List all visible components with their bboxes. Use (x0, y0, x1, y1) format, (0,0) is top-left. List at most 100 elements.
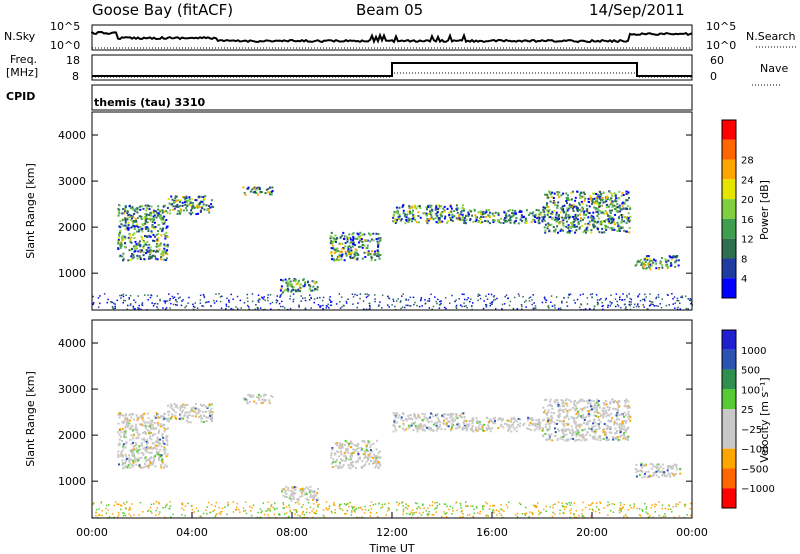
range-cell (122, 511, 124, 514)
range-cell (615, 430, 618, 433)
range-cell (533, 504, 535, 506)
range-cell (508, 501, 510, 503)
range-cell (365, 296, 368, 299)
range-cell (180, 417, 183, 419)
range-cell (232, 298, 234, 300)
range-cell (133, 213, 136, 215)
range-cell (607, 205, 610, 208)
range-cell (604, 412, 606, 415)
range-cell (302, 504, 304, 506)
range-cell (153, 433, 156, 436)
range-cell (573, 400, 576, 403)
range-cell (265, 188, 268, 191)
freq-line (92, 62, 692, 77)
xtick-label: 00:00 (676, 526, 708, 539)
range-cell (454, 419, 456, 422)
range-cell (605, 206, 608, 209)
range-cell (475, 417, 478, 419)
range-cell (470, 210, 473, 213)
range-cell (548, 191, 551, 194)
range-cell (127, 419, 130, 422)
range-cell (191, 198, 193, 201)
range-cell (163, 430, 166, 433)
range-cell (322, 514, 325, 517)
range-cell (367, 458, 369, 461)
range-cell (184, 201, 186, 204)
range-cell (595, 294, 598, 296)
range-cell (628, 303, 630, 306)
range-cell (455, 299, 457, 301)
range-cell (554, 204, 557, 206)
range-cell (616, 415, 619, 418)
range-cell (426, 426, 429, 429)
range-cell (143, 431, 146, 433)
range-cell (163, 215, 166, 218)
range-cell (564, 428, 567, 431)
range-cell (143, 258, 146, 261)
range-cell (606, 204, 609, 206)
range-cell (446, 425, 448, 427)
range-cell (509, 219, 512, 222)
range-cell (629, 416, 632, 419)
range-cell (673, 256, 676, 258)
range-cell (131, 452, 134, 455)
range-cell (455, 413, 458, 416)
range-cell (438, 421, 441, 424)
range-cell (524, 221, 527, 224)
range-cell (286, 285, 289, 288)
range-cell (672, 473, 675, 476)
range-cell (550, 405, 553, 408)
range-cell (480, 427, 483, 430)
range-cell (601, 196, 604, 199)
colorbar-swatch (722, 349, 736, 370)
range-cell (362, 453, 365, 456)
range-cell (510, 418, 513, 421)
range-cell (594, 437, 597, 440)
range-cell (335, 250, 338, 253)
range-cell (547, 305, 550, 307)
range-cell (587, 427, 590, 430)
range-cell (344, 252, 347, 255)
range-cell (301, 506, 303, 508)
range-cell (368, 462, 371, 465)
range-cell (369, 446, 372, 449)
range-cell (539, 211, 542, 214)
range-cell (392, 424, 395, 427)
range-cell (130, 427, 133, 430)
range-cell (243, 191, 246, 194)
range-cell (575, 435, 578, 438)
range-cell (597, 415, 600, 418)
range-cell (547, 404, 550, 407)
range-cell (405, 419, 408, 422)
range-cell (329, 299, 331, 302)
range-cell (458, 214, 461, 217)
range-cell (166, 211, 169, 214)
range-cell (596, 299, 599, 301)
range-cell (350, 514, 353, 516)
range-cell (251, 506, 253, 509)
range-cell (486, 502, 488, 505)
range-cell (595, 202, 598, 205)
range-cell (548, 208, 551, 211)
range-cell (299, 495, 302, 498)
range-cell (111, 306, 114, 308)
range-cell (627, 212, 630, 215)
range-cell (194, 302, 196, 304)
range-cell (462, 412, 465, 415)
range-cell (587, 420, 590, 423)
range-cell (165, 427, 168, 430)
range-cell (629, 308, 632, 311)
range-cell (147, 441, 150, 444)
range-cell (149, 459, 152, 462)
range-cell (378, 450, 381, 453)
range-cell (186, 403, 189, 406)
range-cell (210, 203, 213, 206)
range-cell (577, 429, 580, 432)
range-cell (440, 428, 443, 431)
range-cell (196, 307, 199, 309)
range-cell (584, 223, 587, 225)
range-cell (290, 499, 293, 502)
range-cell (474, 426, 477, 429)
range-cell (641, 509, 643, 511)
